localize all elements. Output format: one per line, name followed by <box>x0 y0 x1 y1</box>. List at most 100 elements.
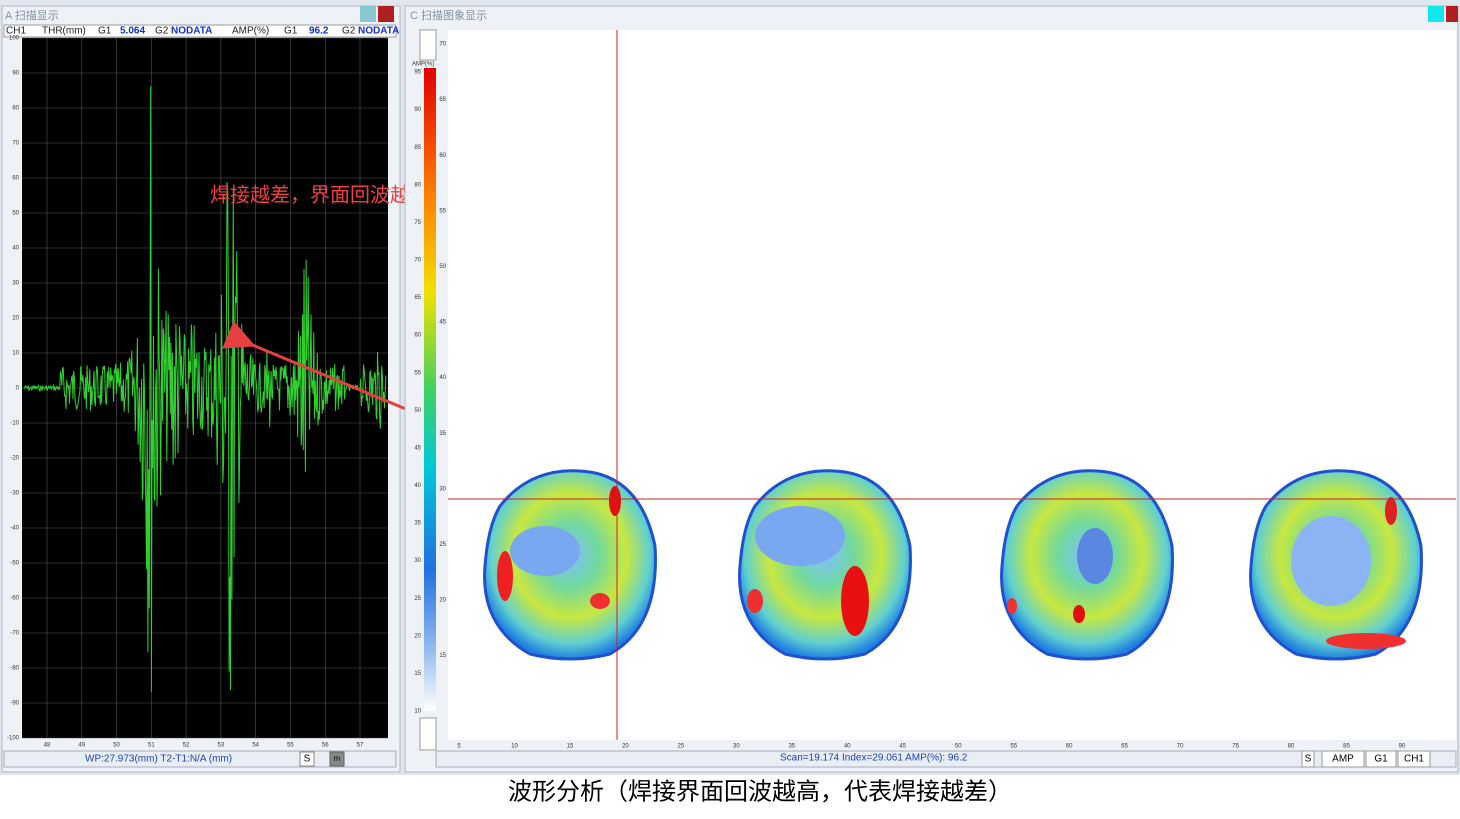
y-tick-label: 20 <box>12 316 19 322</box>
c-button[interactable] <box>1301 750 1315 768</box>
colorbar-tick-label: 85 <box>414 145 421 151</box>
y-tick-label: -10 <box>10 421 19 427</box>
x-tick-label: 57 <box>357 743 364 749</box>
colorbar-tick-label: 95 <box>414 70 421 76</box>
colorbar-tick-label: 55 <box>414 370 421 376</box>
x-tick-label: 40 <box>844 744 851 750</box>
c-scan-images <box>483 469 1423 661</box>
c-button[interactable] <box>1365 750 1397 768</box>
y-tick-label: 55 <box>439 208 446 214</box>
a-min-button[interactable] <box>360 6 376 22</box>
toolbar-item: AMP(%) <box>232 26 269 37</box>
y-tick-label: 10 <box>12 351 19 357</box>
y-tick-label: 80 <box>12 106 19 112</box>
c-button-label[interactable]: AMP <box>1332 754 1354 765</box>
colorbar-tick-label: 25 <box>414 596 421 602</box>
y-tick-label: -100 <box>7 736 20 742</box>
y-tick-label: 50 <box>12 211 19 217</box>
toolbar-item: 96.2 <box>309 26 329 37</box>
x-tick-label: 70 <box>1177 744 1184 750</box>
a-button[interactable] <box>299 751 315 767</box>
toolbar-item: 5.064 <box>120 26 145 37</box>
a-button-label[interactable]: S <box>304 754 311 765</box>
c-button-label[interactable]: CH1 <box>1404 754 1424 765</box>
toolbar-item: NODATA <box>171 26 212 37</box>
colorbar-tick-label: 70 <box>414 258 421 264</box>
y-tick-label: -80 <box>10 666 19 672</box>
y-tick-label: 60 <box>439 153 446 159</box>
y-tick-label: 35 <box>439 431 446 437</box>
y-tick-label: -90 <box>10 701 19 707</box>
x-tick-label: 49 <box>78 743 85 749</box>
y-tick-label: 70 <box>12 141 19 147</box>
y-tick-label: -50 <box>10 561 19 567</box>
toolbar-item: G1 <box>98 26 112 37</box>
colorbar-tick-label: 35 <box>414 521 421 527</box>
x-tick-label: 45 <box>899 744 906 750</box>
x-tick-label: 5 <box>457 744 461 750</box>
c-button-label[interactable]: G1 <box>1374 754 1388 765</box>
colorbar-tick-label: 90 <box>414 107 421 113</box>
x-tick-label: 90 <box>1399 744 1406 750</box>
x-tick-label: 75 <box>1232 744 1239 750</box>
y-tick-label: 60 <box>12 176 19 182</box>
y-tick-label: 45 <box>439 320 446 326</box>
a-status: WP:27.973(mm) T2-T1:N/A (mm) <box>85 754 232 765</box>
toolbar-item: G2 <box>342 26 356 37</box>
y-tick-label: 30 <box>12 281 19 287</box>
scroll-up[interactable] <box>419 29 437 61</box>
y-tick-label: 40 <box>439 375 446 381</box>
x-tick-label: 85 <box>1343 744 1350 750</box>
c-button[interactable] <box>1397 750 1431 768</box>
a-button[interactable] <box>329 751 345 767</box>
toolbar-item: CH1 <box>6 26 26 37</box>
a-close-button[interactable] <box>378 6 394 22</box>
y-tick-label: 25 <box>439 542 446 548</box>
toolbar-item: G1 <box>284 26 298 37</box>
colorbar-tick-label: 60 <box>414 333 421 339</box>
x-tick-label: 54 <box>252 743 259 749</box>
colorbar-tick-label: 80 <box>414 182 421 188</box>
toolbar-item: NODATA <box>358 26 399 37</box>
x-tick-label: 50 <box>113 743 120 749</box>
y-tick-label: 0 <box>16 386 20 392</box>
y-tick-label: 50 <box>439 264 446 270</box>
c-min-button[interactable] <box>1428 6 1444 22</box>
a-toolbar <box>3 24 397 38</box>
x-tick-label: 20 <box>622 744 629 750</box>
colorbar-label: AMP(%) <box>412 62 434 68</box>
x-tick-label: 50 <box>955 744 962 750</box>
c-title: C 扫描图象显示 <box>410 8 487 22</box>
x-tick-label: 60 <box>1066 744 1073 750</box>
caption: 波形分析（焊接界面回波越高，代表焊接越差） <box>508 779 1012 806</box>
c-button[interactable] <box>1321 750 1365 768</box>
x-tick-label: 35 <box>788 744 795 750</box>
x-tick-label: 56 <box>322 743 329 749</box>
x-tick-label: 51 <box>148 743 155 749</box>
y-tick-label: 70 <box>439 42 446 48</box>
x-tick-label: 25 <box>678 744 685 750</box>
a-button-label[interactable]: m <box>334 754 341 763</box>
c-statusbar <box>435 750 1457 768</box>
colorbar-tick-label: 15 <box>414 671 421 677</box>
x-tick-label: 30 <box>733 744 740 750</box>
x-tick-label: 80 <box>1288 744 1295 750</box>
c-close-button[interactable] <box>1446 6 1458 22</box>
y-tick-label: 65 <box>439 97 446 103</box>
scroll-down[interactable] <box>419 717 437 751</box>
y-tick-label: 40 <box>12 246 19 252</box>
colorbar-tick-label: 45 <box>414 445 421 451</box>
colorbar-tick-label: 65 <box>414 295 421 301</box>
x-tick-label: 10 <box>511 744 518 750</box>
colorbar-tick-label: 10 <box>414 709 421 715</box>
annotation: 焊接越差，界面回波越高 <box>210 183 430 206</box>
x-tick-label: 48 <box>44 743 51 749</box>
c-button-label[interactable]: S <box>1305 754 1312 765</box>
y-tick-label: 30 <box>439 486 446 492</box>
c-status: Scan=19.174 Index=29.061 AMP(%): 96.2 <box>780 753 968 764</box>
colorbar-tick-label: 20 <box>414 633 421 639</box>
toolbar-item: G2 <box>155 26 169 37</box>
x-tick-label: 55 <box>287 743 294 749</box>
x-tick-label: 15 <box>567 744 574 750</box>
